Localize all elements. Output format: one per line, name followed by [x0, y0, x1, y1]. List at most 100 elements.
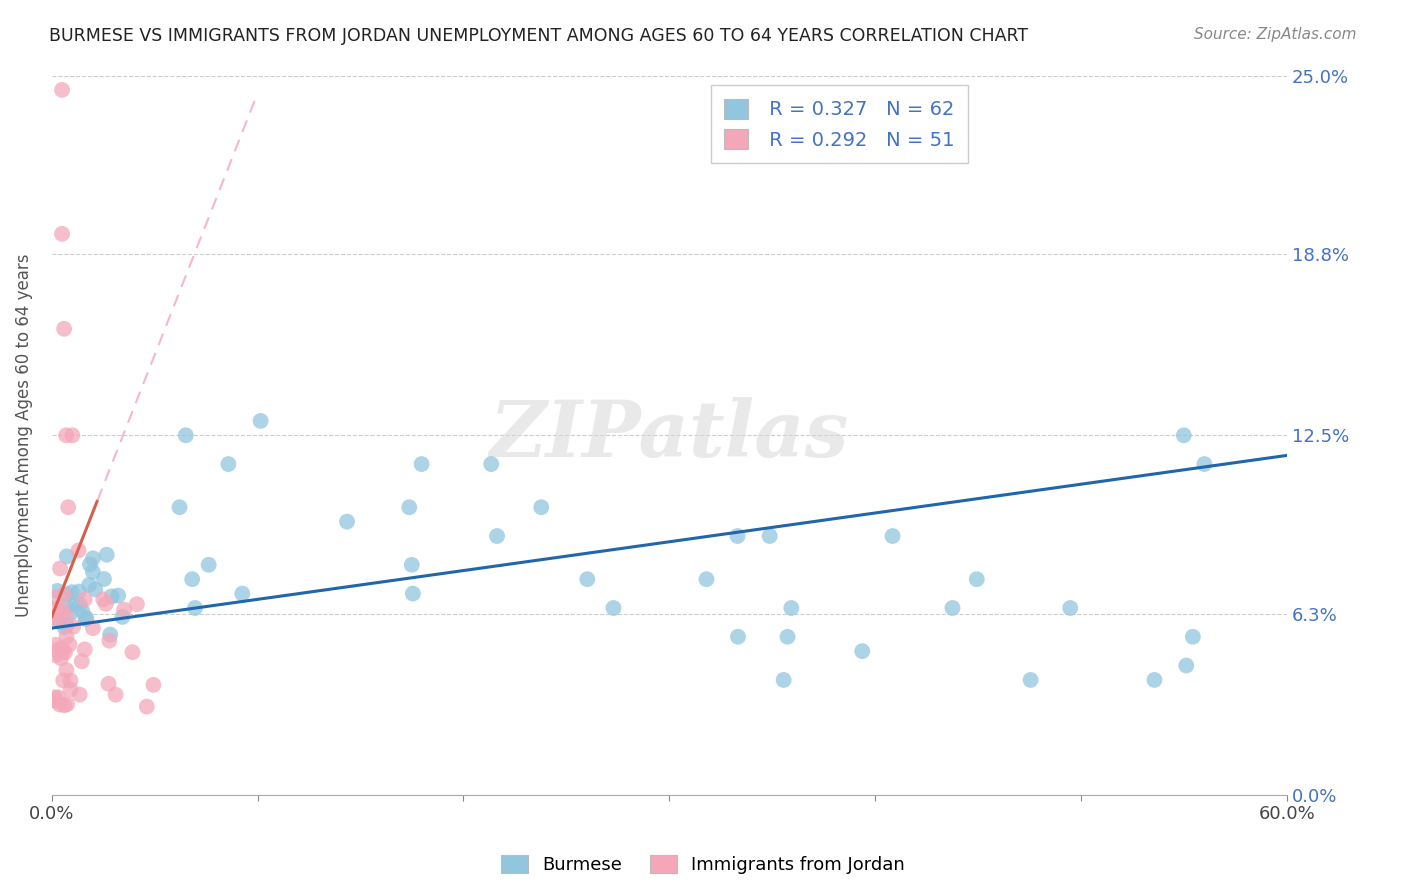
Point: [401, 558, 423, 572]
Point: [60, 585, 83, 599]
Point: [966, 572, 988, 586]
Point: [55, 663, 77, 677]
Point: [1059, 601, 1081, 615]
Point: [52, 673, 75, 688]
Point: [398, 500, 420, 515]
Point: [58, 500, 80, 515]
Point: [84, 582, 107, 597]
Point: [93, 572, 115, 586]
Point: [776, 630, 799, 644]
Point: [59, 682, 82, 697]
Text: BURMESE VS IMMIGRANTS FROM JORDAN UNEMPLOYMENT AMONG AGES 60 TO 64 YEARS CORRELA: BURMESE VS IMMIGRANTS FROM JORDAN UNEMPL…: [49, 27, 1028, 45]
Point: [53, 322, 76, 336]
Point: [55, 549, 77, 564]
Point: [42, 591, 65, 605]
Point: [44, 690, 66, 705]
Point: [135, 699, 157, 714]
Point: [73, 592, 96, 607]
Point: [98, 627, 121, 641]
Point: [780, 601, 803, 615]
Point: [46, 612, 69, 626]
Point: [67, 584, 90, 599]
Point: [67, 543, 90, 558]
Point: [112, 603, 135, 617]
Point: [249, 414, 271, 428]
Point: [169, 500, 191, 515]
Text: Source: ZipAtlas.com: Source: ZipAtlas.com: [1194, 27, 1357, 42]
Point: [882, 529, 904, 543]
Point: [72, 604, 94, 618]
Point: [51, 83, 73, 97]
Point: [69, 598, 91, 612]
Point: [46, 690, 69, 705]
Point: [55, 428, 77, 442]
Point: [55, 587, 77, 601]
Point: [174, 428, 197, 442]
Point: [49, 561, 72, 575]
Point: [45, 648, 67, 663]
Point: [94, 597, 117, 611]
Point: [56, 698, 79, 712]
Point: [336, 515, 359, 529]
Point: [53, 698, 76, 713]
Point: [52, 643, 75, 657]
Point: [104, 688, 127, 702]
Point: [55, 630, 77, 644]
Point: [181, 572, 204, 586]
Point: [1175, 658, 1198, 673]
Point: [52, 588, 75, 602]
Point: [1143, 673, 1166, 687]
Point: [46, 612, 69, 626]
Point: [530, 500, 553, 515]
Point: [142, 678, 165, 692]
Point: [55, 609, 77, 624]
Point: [727, 529, 749, 543]
Point: [1194, 457, 1216, 471]
Point: [758, 529, 780, 543]
Point: [48, 698, 70, 712]
Point: [62, 620, 84, 634]
Point: [727, 630, 749, 644]
Point: [411, 457, 433, 471]
Legend: Burmese, Immigrants from Jordan: Burmese, Immigrants from Jordan: [492, 846, 914, 883]
Point: [44, 693, 66, 707]
Point: [82, 565, 104, 579]
Point: [231, 586, 253, 600]
Point: [59, 673, 82, 688]
Point: [53, 646, 76, 660]
Text: ZIPatlas: ZIPatlas: [489, 397, 849, 474]
Point: [49, 641, 72, 656]
Point: [82, 621, 104, 635]
Point: [1173, 428, 1195, 442]
Point: [1181, 630, 1204, 644]
Point: [44, 638, 66, 652]
Point: [107, 589, 129, 603]
Point: [46, 583, 69, 598]
Point: [1019, 673, 1042, 687]
Point: [98, 633, 121, 648]
Point: [97, 677, 120, 691]
Point: [941, 601, 963, 615]
Point: [59, 606, 82, 620]
Point: [45, 643, 67, 657]
Point: [55, 618, 77, 632]
Point: [695, 572, 717, 586]
Point: [49, 651, 72, 665]
Point: [100, 590, 122, 604]
Point: [402, 586, 425, 600]
Point: [125, 597, 148, 611]
Point: [60, 428, 83, 442]
Point: [75, 612, 97, 626]
Point: [82, 551, 104, 566]
Point: [55, 599, 77, 614]
Point: [91, 592, 114, 607]
Point: [184, 601, 207, 615]
Point: [75, 611, 97, 625]
Point: [111, 610, 134, 624]
Point: [197, 558, 219, 572]
Point: [77, 578, 100, 592]
Legend:  R = 0.327   N = 62,  R = 0.292   N = 51: R = 0.327 N = 62, R = 0.292 N = 51: [710, 86, 969, 163]
Point: [121, 645, 143, 659]
Point: [63, 598, 86, 612]
Point: [576, 572, 599, 586]
